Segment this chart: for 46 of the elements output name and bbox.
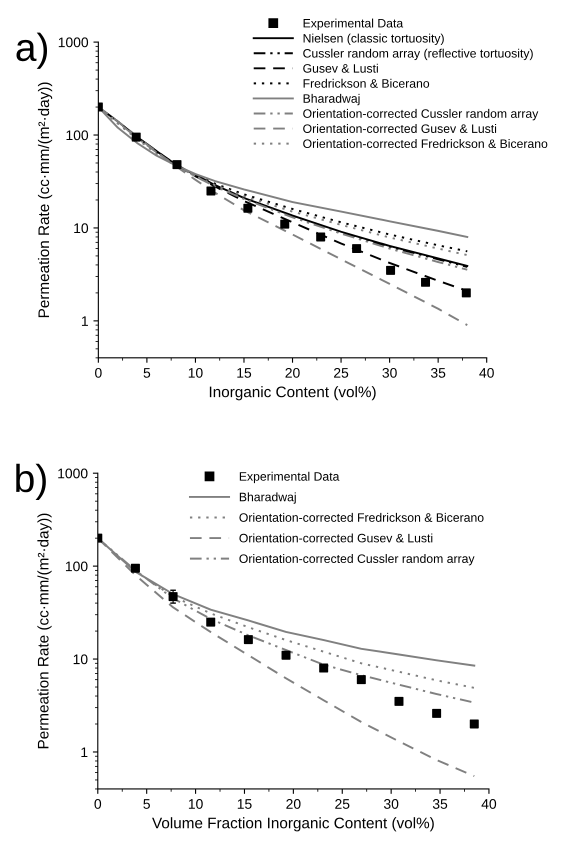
x-tick-label: 15 [238, 799, 252, 809]
x-tick-label: 40 [482, 799, 496, 809]
y-tick-label: 10 [74, 654, 88, 664]
y-tick-label: 1000 [58, 468, 88, 478]
legend-label: Gusev & Lusti [303, 64, 378, 73]
legend-label: Fredrickson & Bicerano [304, 78, 430, 88]
legend-label: Bharadwaj [240, 492, 296, 504]
y-tick-label: 1 [82, 316, 88, 326]
x-tick-label: 35 [432, 799, 448, 809]
x-tick-label: 30 [384, 799, 398, 809]
x-tick-label: 10 [188, 368, 203, 378]
legend-label: Orientation-corrected Gusev & Lusti [303, 124, 496, 133]
y-tick-label: 1000 [58, 37, 88, 48]
x-tick-label: 0 [94, 799, 102, 809]
x-tick-label: 25 [335, 799, 350, 809]
x-axis-title: Volume Fraction Inorganic Content (vol%) [152, 817, 434, 832]
legend-label: Orientation-corrected Fredrickson & Bicerano [303, 139, 548, 148]
x-tick-label: 20 [285, 368, 300, 378]
legend-label: Experimental Data [304, 18, 404, 30]
legend-label: Orientation-corrected Gusev & Lusti [239, 533, 432, 542]
y-axis-title: Permeation Rate (cc·mm/(m²·day)) [38, 82, 52, 318]
x-tick-label: 25 [334, 368, 348, 378]
x-tick-label: 35 [430, 368, 446, 378]
x-tick-label: 0 [95, 368, 102, 378]
x-tick-label: 10 [188, 799, 203, 809]
y-tick-label: 100 [66, 561, 88, 572]
x-tick-label: 15 [237, 368, 252, 378]
legend-label: Experimental Data [240, 472, 340, 484]
y-tick-label: 100 [66, 130, 88, 140]
y-tick-label: 1 [81, 747, 88, 758]
x-tick-label: 20 [286, 799, 301, 809]
legend-label: Orientation-corrected Cussler random array [239, 554, 475, 566]
x-tick-label: 30 [382, 368, 397, 378]
x-tick-label: 5 [143, 799, 150, 809]
y-tick-label: 10 [74, 223, 88, 234]
legend-label: Orientation-corrected Fredrickson & Bicerano [239, 512, 484, 522]
chart-title: a) [16, 32, 48, 69]
chart-title: b) [16, 464, 46, 500]
y-axis-title: Permeation Rate (cc·mm/(m²·day)) [37, 514, 52, 748]
legend-label: Bharadwaj [304, 94, 360, 106]
legend-label: Nielsen (classic tortuosity) [304, 34, 444, 46]
x-axis-title: Inorganic Content (vol%) [210, 386, 376, 400]
x-tick-label: 5 [144, 368, 150, 378]
legend-label: Cussler random array (reflective tortuosity) [303, 48, 533, 60]
x-tick-label: 40 [479, 368, 494, 378]
legend-label: Orientation-corrected Cussler random array [303, 108, 538, 120]
